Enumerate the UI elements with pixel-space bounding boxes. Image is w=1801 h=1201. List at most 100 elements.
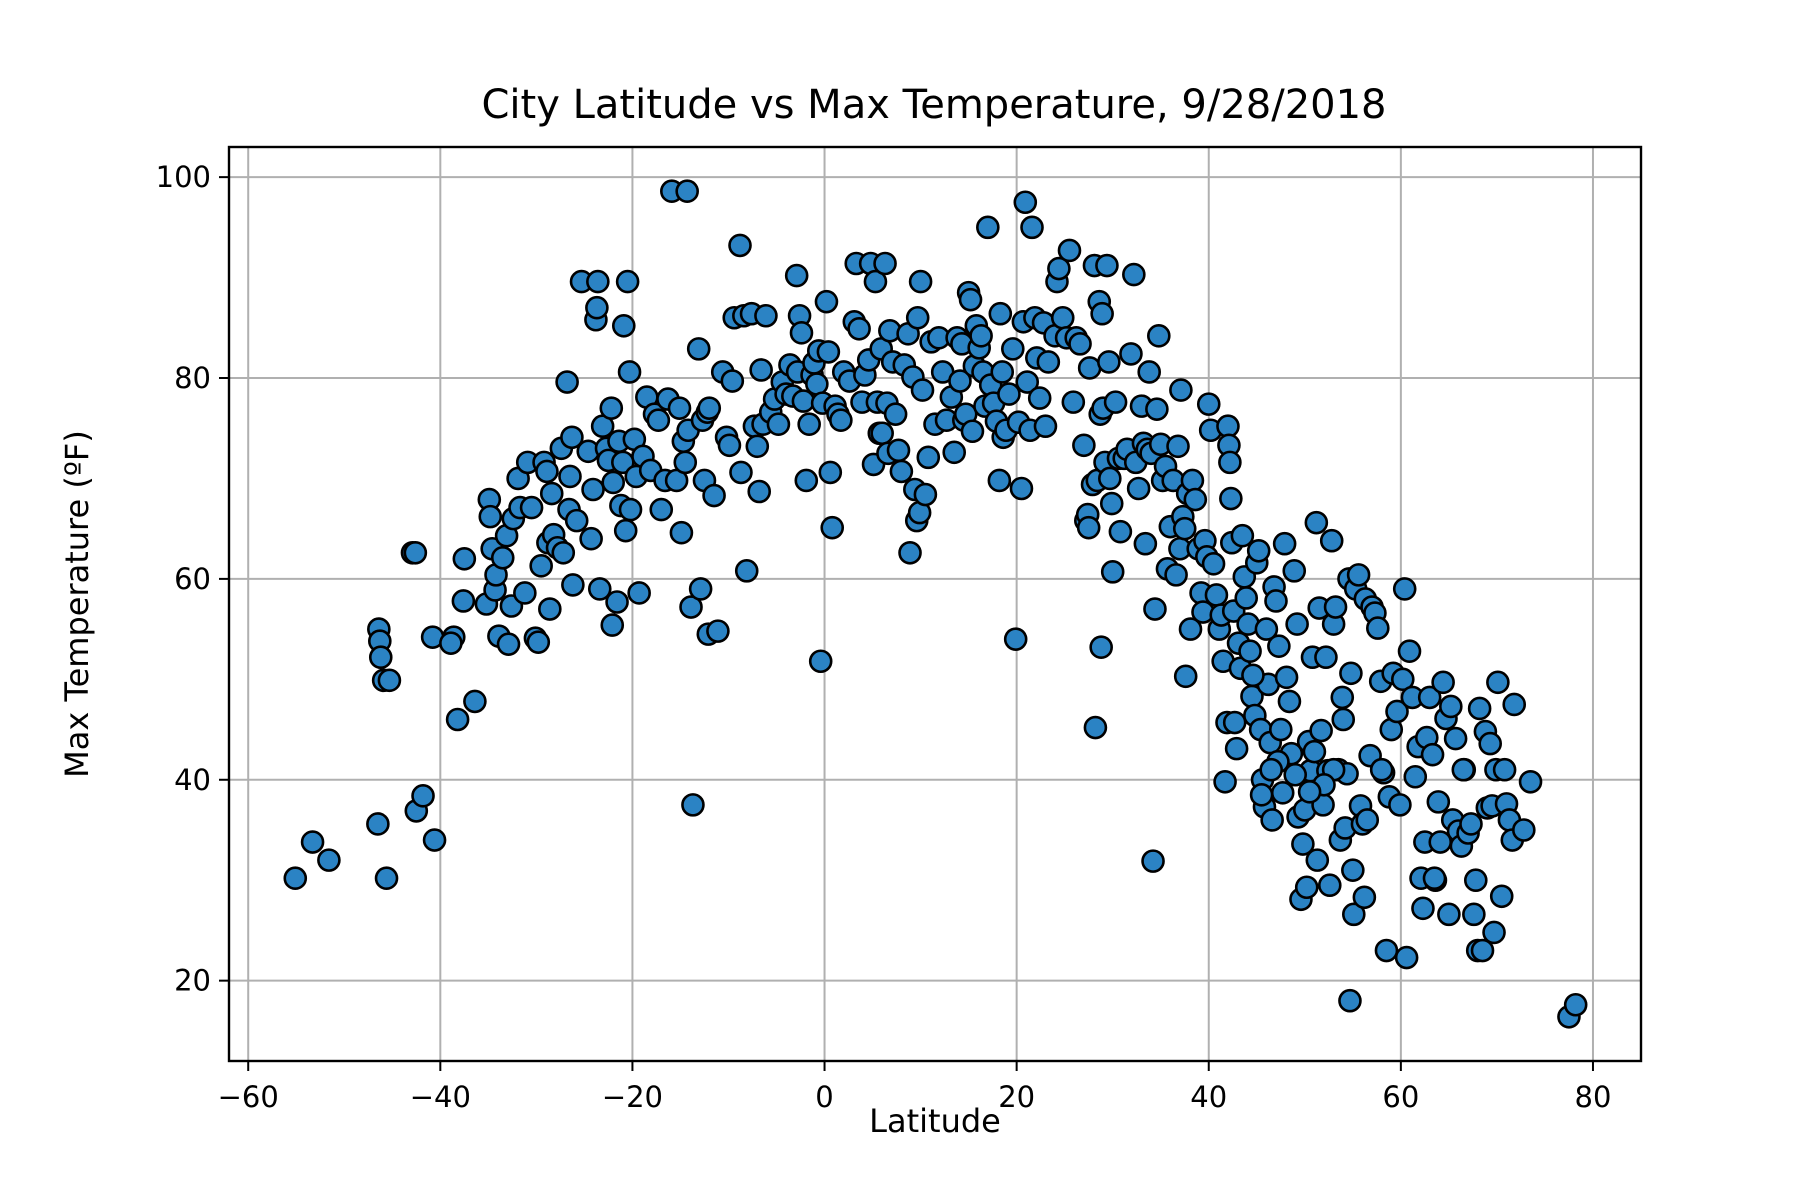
data-point [1254, 617, 1279, 641]
data-point [1089, 635, 1113, 659]
data-point [526, 630, 551, 654]
data-point [496, 632, 521, 656]
y-tick-label: 40 [174, 763, 211, 797]
data-point [1036, 350, 1061, 374]
data-point [969, 324, 993, 348]
data-point [1246, 538, 1271, 563]
data-point [1083, 715, 1108, 740]
data-point [1341, 902, 1366, 927]
data-point [679, 595, 703, 619]
data-point [618, 497, 643, 522]
data-point [1057, 238, 1082, 263]
data-point [403, 540, 428, 565]
data-point [1431, 670, 1455, 695]
data-point [1183, 487, 1208, 512]
data-point [1133, 531, 1158, 556]
data-point [1341, 858, 1365, 882]
data-point [1385, 699, 1409, 724]
data-point [1305, 848, 1330, 872]
data-point [1172, 516, 1197, 541]
data-point [555, 370, 579, 394]
data-point [560, 425, 584, 450]
data-point [1338, 988, 1362, 1013]
data-point [1100, 560, 1125, 584]
data-point [1392, 577, 1417, 601]
x-tick-label: 60 [1382, 1080, 1419, 1114]
data-point [873, 251, 897, 276]
data-point [529, 554, 553, 578]
data-point [1204, 583, 1229, 607]
data-point [1439, 694, 1463, 719]
y-tick-label: 20 [174, 964, 211, 998]
data-point [478, 504, 503, 529]
data-point [1355, 808, 1380, 832]
data-point [1201, 552, 1226, 576]
data-point [669, 520, 694, 545]
data-point [1166, 434, 1190, 459]
data-point [1222, 710, 1247, 735]
data-point [797, 412, 821, 437]
data-point [599, 396, 624, 420]
data-point [451, 589, 476, 613]
data-point [997, 382, 1021, 406]
x-tick-label: 0 [815, 1080, 833, 1114]
data-point [816, 340, 841, 364]
data-point [539, 481, 564, 506]
data-point [300, 830, 325, 854]
data-point [829, 408, 853, 432]
data-point [1015, 370, 1040, 394]
data-point [1178, 617, 1203, 641]
data-point [913, 482, 938, 507]
data-point [1443, 726, 1468, 751]
data-point [1282, 559, 1307, 583]
data-point [789, 321, 814, 345]
data-point [1260, 808, 1284, 832]
data-point [611, 313, 636, 338]
data-point [805, 372, 829, 396]
data-point [1047, 256, 1071, 281]
data-point [605, 590, 629, 614]
data-point [1463, 868, 1488, 893]
data-point [794, 468, 819, 493]
plot-frame [227, 145, 1643, 1063]
data-point [445, 707, 470, 732]
data-point [490, 545, 515, 570]
data-point [1230, 523, 1255, 548]
data-point [1512, 818, 1536, 842]
data-point [1143, 597, 1167, 621]
data-point [1180, 468, 1205, 493]
data-point [728, 233, 752, 258]
data-point [745, 434, 770, 459]
x-tick-label: 40 [1190, 1080, 1227, 1114]
data-point [1330, 685, 1355, 710]
data-point [1272, 531, 1297, 556]
data-point [886, 438, 911, 463]
data-point [808, 649, 833, 674]
data-point [814, 289, 839, 314]
data-point [1147, 324, 1171, 348]
data-point [1297, 780, 1322, 804]
data-point [463, 689, 487, 714]
data-point [720, 369, 745, 393]
data-point [1020, 215, 1044, 240]
data-point [1486, 670, 1510, 695]
data-point [729, 460, 753, 485]
data-point [1173, 664, 1198, 689]
data-point [1076, 515, 1101, 540]
data-point [613, 518, 638, 543]
data-point [1426, 790, 1451, 814]
data-point [697, 396, 722, 420]
data-point [987, 468, 1012, 493]
data-point [439, 631, 463, 655]
data-point [960, 419, 985, 444]
data-point [990, 360, 1015, 384]
data-point [1482, 920, 1506, 945]
data-point [1437, 902, 1461, 927]
y-tick-label: 80 [174, 361, 211, 395]
data-point [1033, 414, 1058, 439]
data-point [766, 412, 791, 437]
x-axis-label: Latitude [869, 1102, 1001, 1140]
data-point [908, 269, 933, 294]
data-point [734, 559, 759, 583]
